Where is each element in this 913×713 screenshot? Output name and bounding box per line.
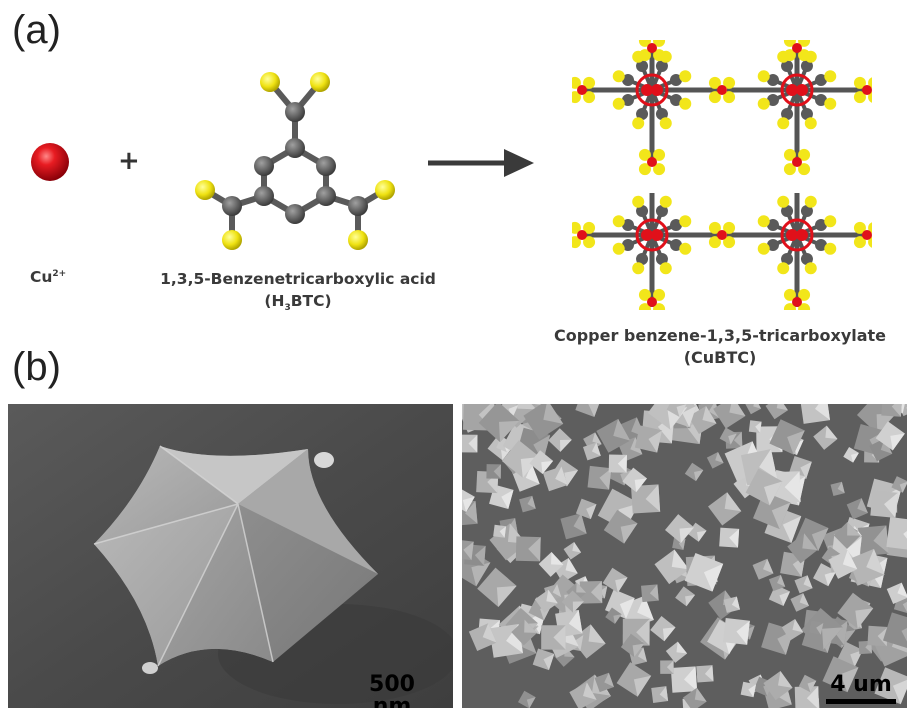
copper-charge: 2+ xyxy=(52,268,67,279)
linker-abbr-pre: (H xyxy=(264,292,285,310)
scale-bar-left: 500 nm xyxy=(346,672,438,709)
copper-symbol: Cu xyxy=(30,268,53,286)
copper-ion-label: Cu2+ xyxy=(30,268,66,286)
linker-name-label: 1,3,5-Benzenetricarboxylic acid xyxy=(160,270,436,288)
sem-image-single-octahedron: 500 nm xyxy=(8,404,453,708)
linker-abbr-sub: 3 xyxy=(284,303,291,314)
sem-single-crystal-graphic xyxy=(8,404,453,708)
btc-molecule-model xyxy=(195,72,395,250)
scale-bar-left-text: 500 nm xyxy=(369,672,415,709)
plus-sign: + xyxy=(118,146,140,176)
scale-bar-right-text: 4 um xyxy=(830,672,892,697)
reaction-arrow xyxy=(428,149,534,177)
panel-label-b: (b) xyxy=(12,345,61,389)
copper-ion-sphere xyxy=(31,143,69,181)
panel-label-a: (a) xyxy=(12,8,61,52)
sem-powder-graphic xyxy=(462,404,907,708)
linker-abbr-post: BTC) xyxy=(290,292,332,310)
product-abbr-label: (CuBTC) xyxy=(683,348,757,367)
scale-bar-right-line xyxy=(826,699,896,704)
product-name-label: Copper benzene-1,3,5-tricarboxylate xyxy=(553,326,887,345)
linker-abbr-label: (H3BTC) xyxy=(138,292,458,313)
sem-image-crystal-powder: 4 um xyxy=(462,404,907,708)
scale-bar-right: 4 um xyxy=(826,674,896,704)
cubtc-framework-model xyxy=(572,40,872,310)
